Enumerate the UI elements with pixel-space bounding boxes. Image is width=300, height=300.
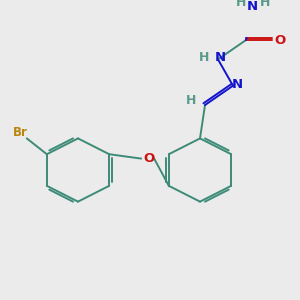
Text: N: N: [231, 78, 243, 91]
Text: H: H: [186, 94, 196, 107]
Text: Br: Br: [12, 126, 27, 139]
Text: N: N: [246, 0, 258, 13]
Text: H: H: [199, 51, 209, 64]
Text: N: N: [214, 51, 226, 64]
Text: H: H: [236, 0, 246, 9]
Text: O: O: [274, 34, 286, 46]
Text: O: O: [144, 152, 155, 165]
Text: H: H: [260, 0, 270, 9]
